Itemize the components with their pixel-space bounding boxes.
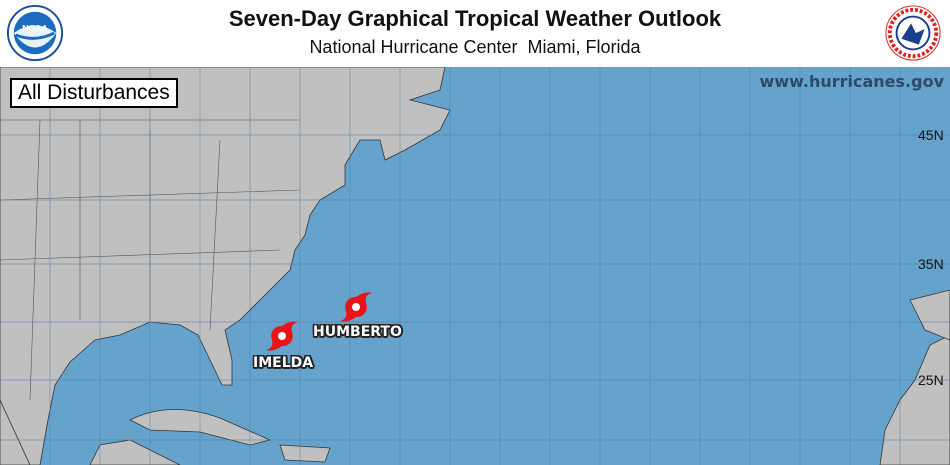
lat-label-45n: 45N [918, 127, 944, 143]
page-title: Seven-Day Graphical Tropical Weather Out… [228, 6, 722, 31]
lat-label-25n: 25N [918, 372, 944, 388]
svg-text:NOAA: NOAA [22, 23, 48, 33]
nws-logo [885, 5, 941, 61]
lat-label-35n: 35N [918, 256, 944, 272]
website-link[interactable]: www.hurricanes.gov [759, 72, 944, 91]
lat-lon-grid [0, 67, 950, 465]
storm-label-imelda[interactable]: IMELDA [253, 355, 314, 371]
storm-label-humberto[interactable]: HUMBERTO [313, 324, 402, 340]
header: NOAA Seven-Day Graphical Tropical Weathe… [0, 0, 950, 67]
panel-label[interactable]: All Disturbances [10, 78, 178, 108]
land [0, 67, 950, 465]
noaa-logo: NOAA [6, 4, 64, 62]
page-subtitle: National Hurricane Center Miami, Florida [309, 37, 641, 57]
map [0, 67, 950, 465]
hurricane-icon[interactable] [338, 289, 374, 325]
hurricane-icon[interactable] [264, 318, 300, 354]
